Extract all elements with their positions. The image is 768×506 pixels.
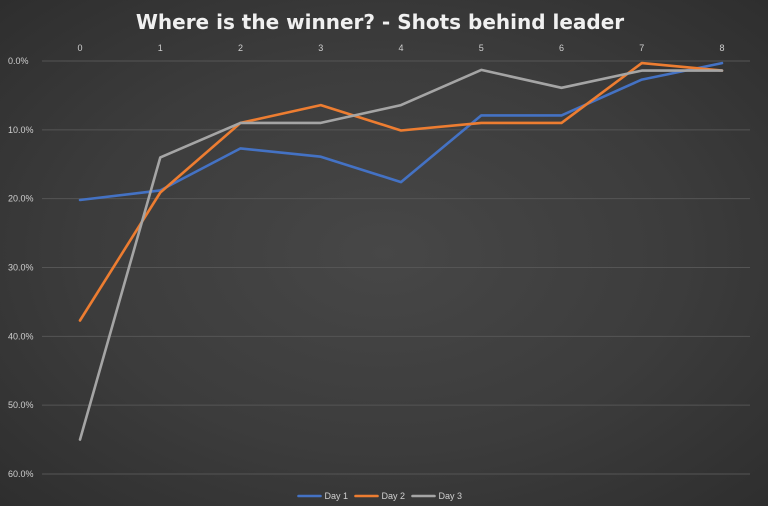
legend-label: Day 2 [382,491,406,501]
y-tick-label: 20.0% [8,194,34,204]
series-lines [78,61,724,441]
y-tick-label: 40.0% [8,331,34,341]
x-tick-label: 8 [719,43,724,53]
x-tick-label: 7 [639,43,644,53]
x-tick-label: 6 [559,43,564,53]
x-axis-ticks: 0 1 2 3 4 5 6 7 8 [77,43,724,53]
gridlines [42,60,750,475]
x-tick-label: 4 [398,43,403,53]
x-tick-label: 3 [318,43,323,53]
x-tick-label: 5 [479,43,484,53]
y-tick-label: 30.0% [8,263,34,273]
chart-title: Where is the winner? - Shots behind lead… [136,10,624,34]
legend: Day 1 Day 2 Day 3 [297,491,463,501]
y-axis-ticks: 0.0% 10.0% 20.0% 30.0% 40.0% 50.0% 60.0% [8,56,34,479]
y-tick-label: 60.0% [8,469,34,479]
x-tick-label: 1 [158,43,163,53]
y-tick-label: 0.0% [8,56,29,66]
y-tick-label: 50.0% [8,400,34,410]
legend-label: Day 3 [439,491,463,501]
series-line-day-2 [78,61,724,322]
legend-label: Day 1 [325,491,349,501]
series-line-day-3 [78,68,724,441]
y-tick-label: 10.0% [8,125,34,135]
series-line-day-1 [78,61,724,202]
x-tick-label: 2 [238,43,243,53]
x-tick-label: 0 [77,43,82,53]
